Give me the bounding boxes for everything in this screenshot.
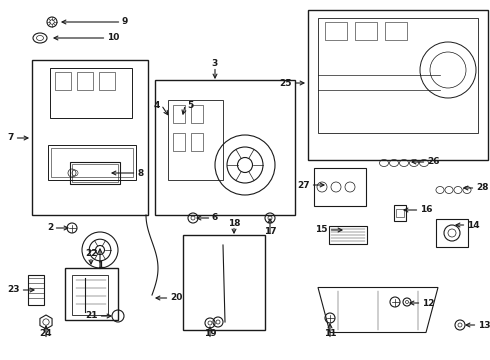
- Text: 9: 9: [122, 18, 128, 27]
- Bar: [28, 275, 44, 305]
- Text: 14: 14: [467, 220, 480, 230]
- Bar: [168, 100, 223, 180]
- Text: 26: 26: [427, 158, 440, 166]
- Text: 19: 19: [204, 329, 216, 338]
- Bar: [50, 68, 132, 118]
- Bar: [32, 60, 148, 215]
- Text: 6: 6: [212, 213, 218, 222]
- Text: 23: 23: [7, 285, 20, 294]
- Bar: [436, 219, 468, 247]
- Bar: [72, 275, 108, 315]
- Bar: [51, 148, 133, 177]
- Text: 20: 20: [170, 293, 182, 302]
- Bar: [173, 133, 185, 151]
- Text: 11: 11: [324, 329, 336, 338]
- Bar: [385, 22, 407, 40]
- Bar: [396, 209, 404, 217]
- Text: 12: 12: [422, 298, 435, 307]
- Bar: [70, 162, 120, 184]
- Bar: [77, 72, 93, 90]
- Bar: [183, 235, 265, 330]
- Bar: [72, 164, 118, 182]
- Bar: [191, 105, 203, 123]
- Bar: [325, 22, 347, 40]
- Text: 25: 25: [279, 78, 292, 87]
- Text: 21: 21: [85, 311, 98, 320]
- Text: 24: 24: [40, 329, 52, 338]
- Text: 17: 17: [264, 226, 276, 235]
- Bar: [318, 18, 478, 133]
- Text: 2: 2: [47, 224, 53, 233]
- Text: 28: 28: [476, 184, 489, 193]
- Bar: [329, 226, 367, 244]
- Text: 4: 4: [154, 102, 160, 111]
- Text: 16: 16: [420, 206, 433, 215]
- Bar: [155, 80, 295, 215]
- Bar: [99, 72, 115, 90]
- Text: 15: 15: [316, 225, 328, 234]
- Bar: [308, 10, 488, 160]
- Text: 8: 8: [137, 168, 143, 177]
- Text: 22: 22: [85, 249, 97, 258]
- Text: 7: 7: [8, 134, 14, 143]
- Bar: [191, 133, 203, 151]
- Text: 27: 27: [297, 180, 310, 189]
- Bar: [355, 22, 377, 40]
- Text: 10: 10: [107, 33, 120, 42]
- Bar: [65, 268, 118, 320]
- Bar: [314, 168, 366, 206]
- Text: 3: 3: [212, 59, 218, 68]
- Text: 1: 1: [97, 261, 103, 270]
- Text: 5: 5: [187, 102, 193, 111]
- Bar: [173, 105, 185, 123]
- Bar: [48, 145, 136, 180]
- Bar: [55, 72, 71, 90]
- Text: 13: 13: [478, 320, 490, 329]
- Bar: [394, 205, 406, 221]
- Text: 18: 18: [228, 219, 240, 228]
